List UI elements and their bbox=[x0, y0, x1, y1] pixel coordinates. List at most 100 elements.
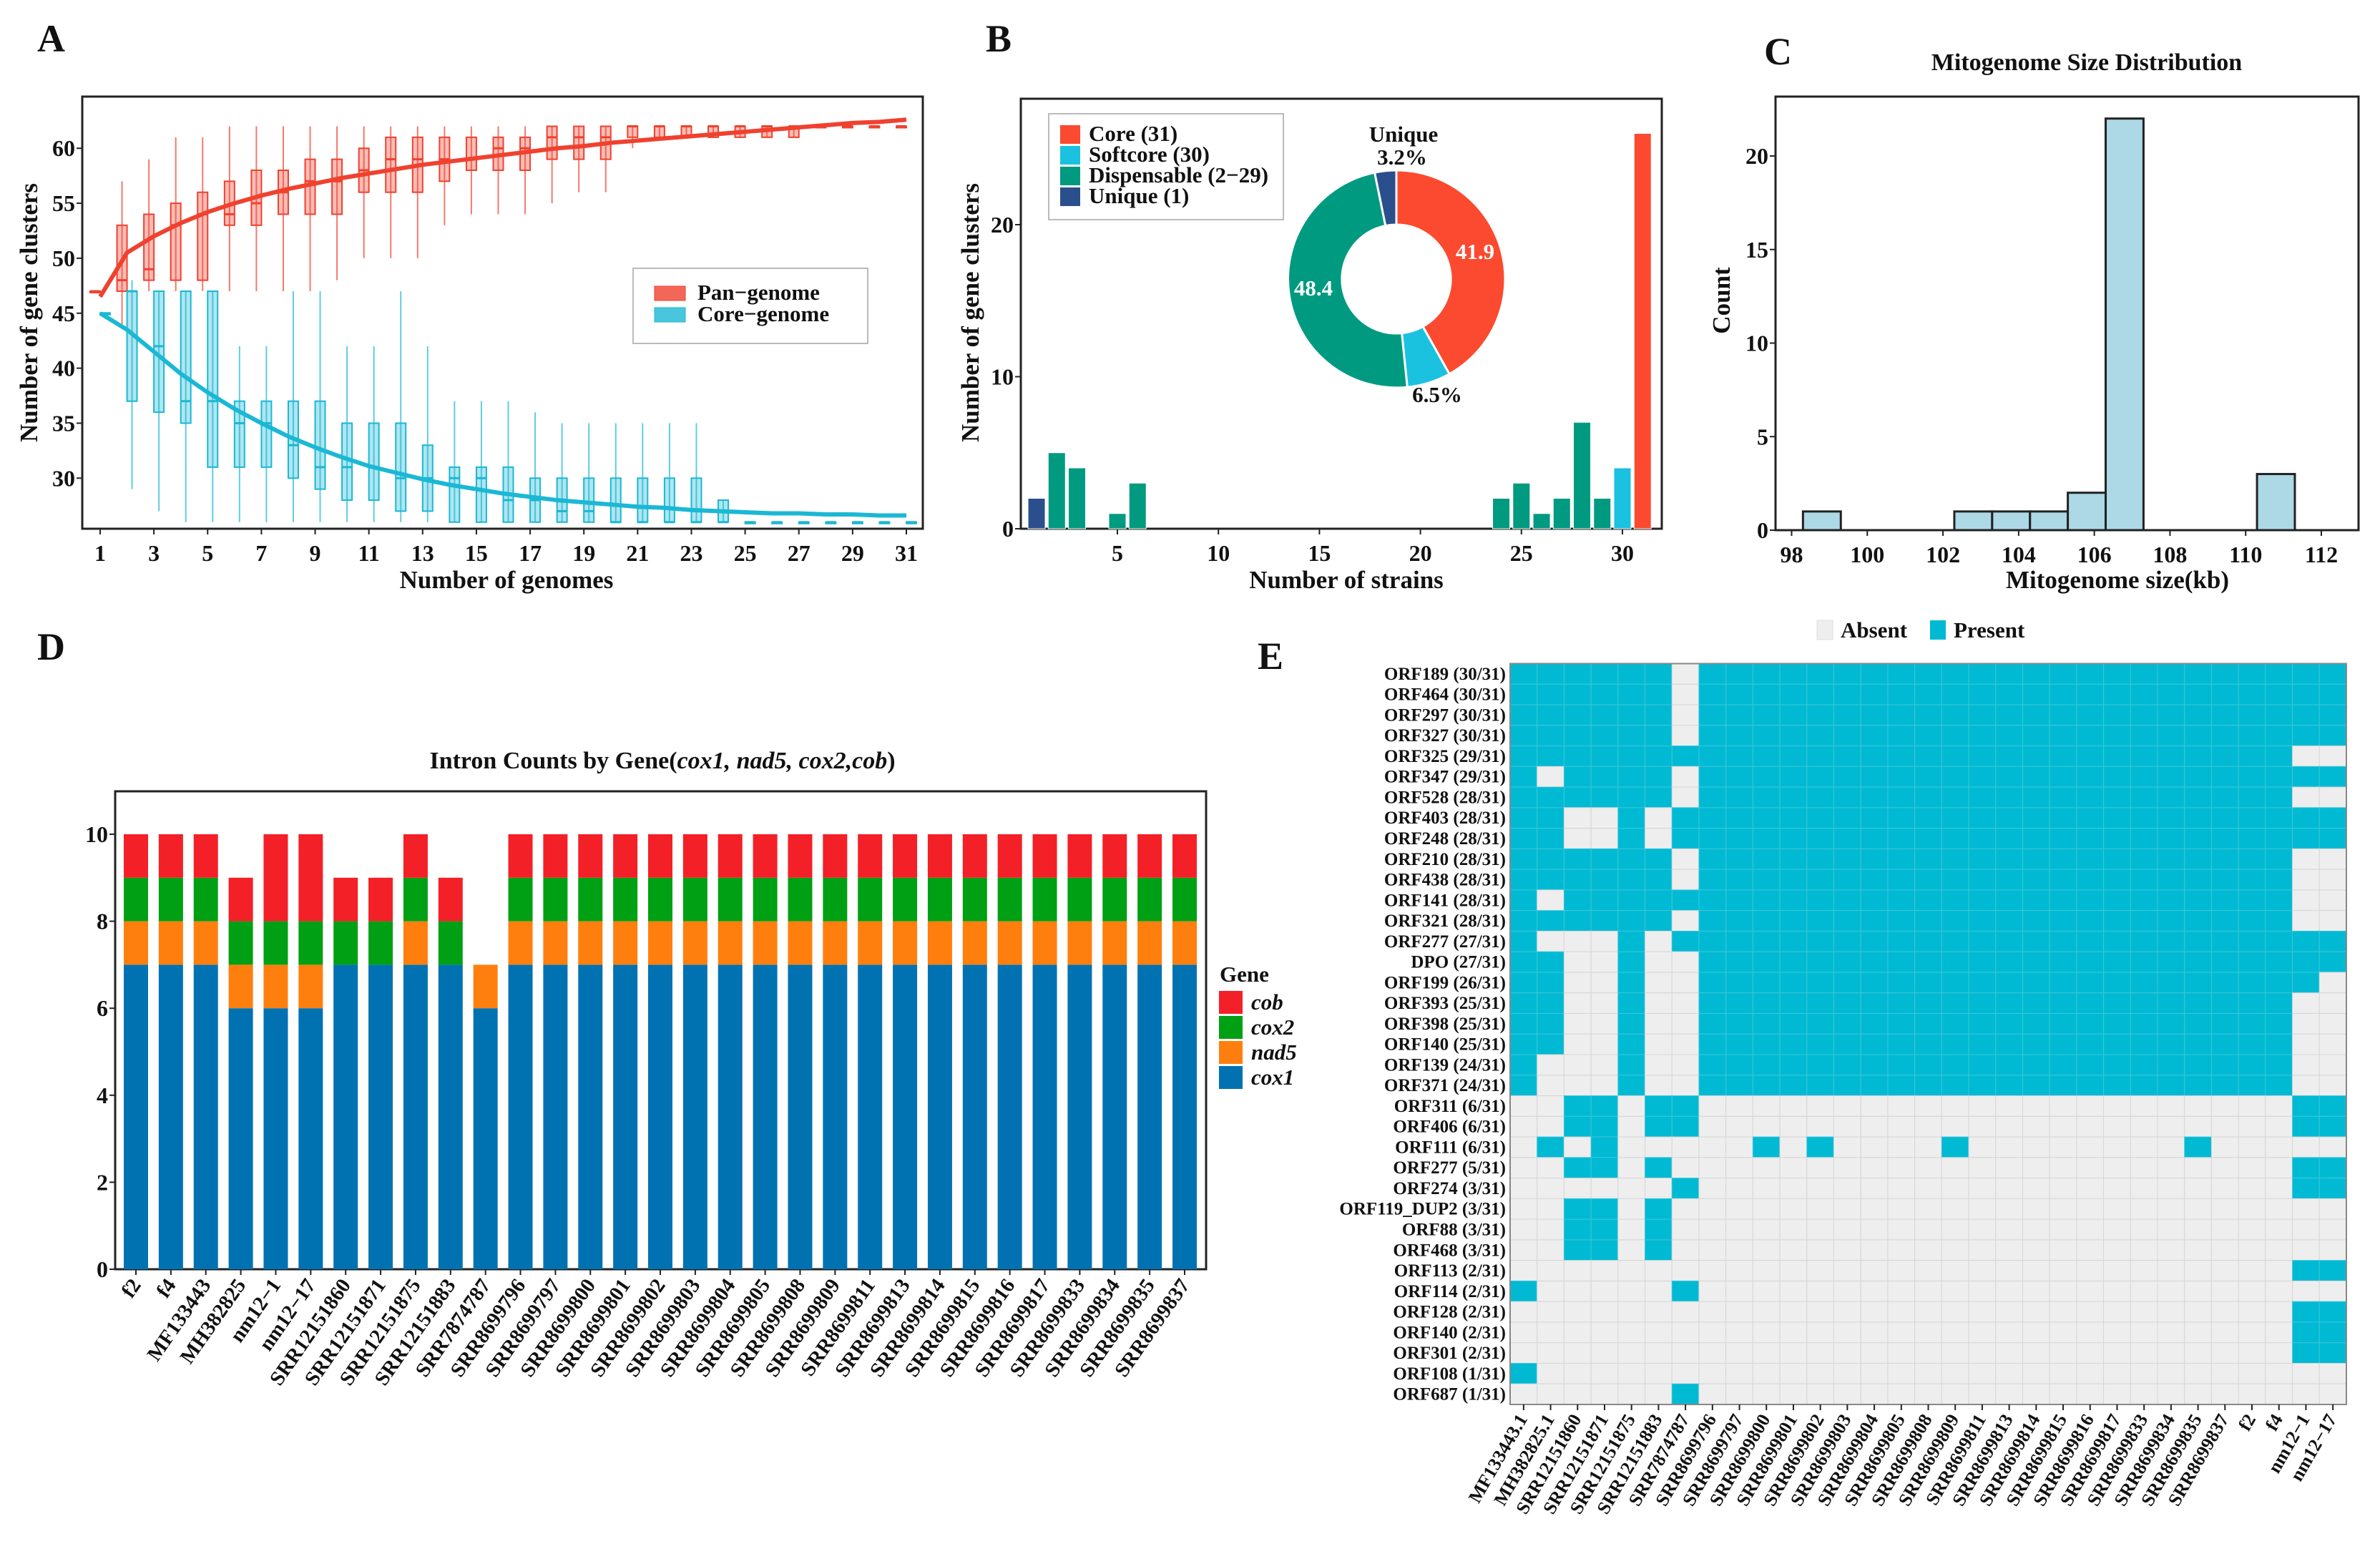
e-cell-absent bbox=[2210, 1239, 2239, 1261]
e-cell-absent bbox=[2157, 1095, 2185, 1117]
e-cell-present bbox=[1725, 910, 1753, 932]
e-cell-absent bbox=[1914, 1178, 1942, 1199]
e-cell-present bbox=[1725, 951, 1753, 973]
e-row-label: ORF88 (3/31) bbox=[1402, 1221, 1506, 1240]
e-cell-absent bbox=[1563, 807, 1592, 829]
e-cell-present bbox=[1725, 828, 1753, 849]
e-cell-absent bbox=[1617, 1198, 1646, 1220]
e-cell-absent bbox=[2049, 1280, 2077, 1302]
e-cell-absent bbox=[2318, 1239, 2347, 1261]
e-cell-present bbox=[2318, 725, 2347, 747]
e-cell-present bbox=[2238, 786, 2266, 808]
e-cell-present bbox=[2184, 992, 2212, 1014]
a-box bbox=[143, 213, 155, 281]
e-cell-absent bbox=[2318, 972, 2347, 994]
e-cell-present bbox=[1995, 1075, 2023, 1097]
e-cell-present bbox=[2265, 1012, 2293, 1035]
c-histogram-bar bbox=[2256, 473, 2296, 532]
e-cell-present bbox=[2157, 848, 2185, 870]
e-cell-present bbox=[1968, 725, 1997, 747]
e-cell-present bbox=[1563, 725, 1592, 747]
e-cell-present bbox=[1860, 972, 1889, 994]
e-cell-absent bbox=[2103, 1115, 2131, 1138]
e-cell-present bbox=[2292, 766, 2320, 788]
b-bar-dispensable bbox=[1532, 513, 1551, 529]
e-cell-present bbox=[2157, 910, 2185, 932]
a-box bbox=[395, 422, 407, 512]
d-bar-segment-nad5 bbox=[858, 921, 883, 965]
e-cell-absent bbox=[1563, 1012, 1592, 1035]
a-legend-label: Core−genome bbox=[697, 301, 829, 326]
e-cell-present bbox=[2022, 766, 2050, 788]
e-cell-absent bbox=[1617, 1301, 1646, 1323]
e-cell-present bbox=[2238, 848, 2266, 870]
e-cell-absent bbox=[1645, 1260, 1673, 1281]
e-cell-present bbox=[2292, 972, 2320, 994]
a-box bbox=[573, 125, 585, 160]
d-title-prefix: Intron Counts by Gene( bbox=[429, 748, 677, 774]
e-cell-present bbox=[1509, 786, 1538, 808]
e-cell-absent bbox=[2318, 1198, 2347, 1220]
a-box bbox=[583, 477, 595, 523]
e-cell-present bbox=[1645, 910, 1673, 932]
e-cell-absent bbox=[2210, 1280, 2239, 1302]
e-cell-absent bbox=[1995, 1198, 2023, 1220]
e-cell-absent bbox=[1671, 848, 1700, 870]
e-cell-absent bbox=[1563, 1260, 1592, 1281]
e-row-label: ORF371 (24/31) bbox=[1384, 1076, 1506, 1095]
d-bar-segment-nad5 bbox=[997, 921, 1022, 965]
e-cell-absent bbox=[2292, 1362, 2320, 1384]
e-cell-present bbox=[1941, 951, 1969, 973]
c-y-tick-label: 10 bbox=[1745, 331, 1768, 356]
d-title-suffix: ) bbox=[887, 748, 895, 774]
c-x-tick-label: 98 bbox=[1781, 542, 1803, 567]
e-row-label: ORF327 (30/31) bbox=[1384, 726, 1506, 746]
e-cell-present bbox=[1914, 848, 1942, 870]
d-bar-segment-nad5 bbox=[753, 921, 778, 965]
e-cell-absent bbox=[1860, 1260, 1889, 1281]
e-cell-absent bbox=[2210, 1342, 2239, 1364]
e-cell-absent bbox=[2022, 1321, 2050, 1344]
e-cell-present bbox=[1887, 807, 1916, 829]
e-cell-present bbox=[2103, 683, 2131, 705]
d-bar-segment-cob bbox=[543, 834, 568, 878]
e-cell-present bbox=[2130, 725, 2158, 747]
d-y-tick-label: 6 bbox=[97, 995, 108, 1021]
e-legend-label: Present bbox=[1954, 617, 2025, 642]
d-bar-segment-cob bbox=[578, 834, 603, 878]
e-cell-present bbox=[1752, 869, 1781, 891]
e-row-label: ORF189 (30/31) bbox=[1384, 665, 1506, 684]
e-cell-present bbox=[1645, 869, 1673, 891]
e-cell-present bbox=[2318, 807, 2347, 829]
e-row-label: ORF114 (2/31) bbox=[1394, 1282, 1506, 1301]
e-cell-absent bbox=[1752, 1198, 1781, 1220]
e-cell-present bbox=[1671, 807, 1700, 829]
e-cell-absent bbox=[2318, 1136, 2347, 1158]
e-cell-present bbox=[2210, 930, 2239, 952]
e-cell-present bbox=[1617, 807, 1646, 829]
e-cell-present bbox=[1645, 663, 1673, 685]
e-cell-present bbox=[1941, 746, 1969, 767]
e-cell-absent bbox=[1617, 1115, 1646, 1138]
e-cell-absent bbox=[1671, 663, 1700, 685]
e-cell-absent bbox=[1914, 1260, 1942, 1281]
d-chart-title: Intron Counts by Gene(cox1, nad5, cox2,c… bbox=[429, 748, 895, 774]
b-bar-core bbox=[1633, 133, 1652, 529]
d-bar-segment-cob bbox=[228, 877, 253, 922]
e-cell-absent bbox=[1860, 1342, 1889, 1364]
e-cell-present bbox=[1645, 1095, 1673, 1117]
e-cell-present bbox=[1752, 910, 1781, 932]
e-cell-absent bbox=[2292, 992, 2320, 1014]
e-cell-absent bbox=[2238, 1260, 2266, 1281]
e-cell-absent bbox=[1671, 1136, 1700, 1158]
e-cell-present bbox=[1509, 930, 1538, 952]
e-cell-absent bbox=[2184, 1362, 2212, 1384]
e-cell-absent bbox=[1779, 1362, 1808, 1384]
e-cell-absent bbox=[1725, 1383, 1753, 1405]
e-cell-present bbox=[2265, 869, 2293, 891]
e-cell-present bbox=[1509, 910, 1538, 932]
d-bar-segment-cob bbox=[682, 834, 707, 878]
e-row-label: ORF111 (6/31) bbox=[1395, 1138, 1506, 1157]
e-cell-absent bbox=[2265, 1239, 2293, 1261]
e-cell-present bbox=[2265, 683, 2293, 705]
